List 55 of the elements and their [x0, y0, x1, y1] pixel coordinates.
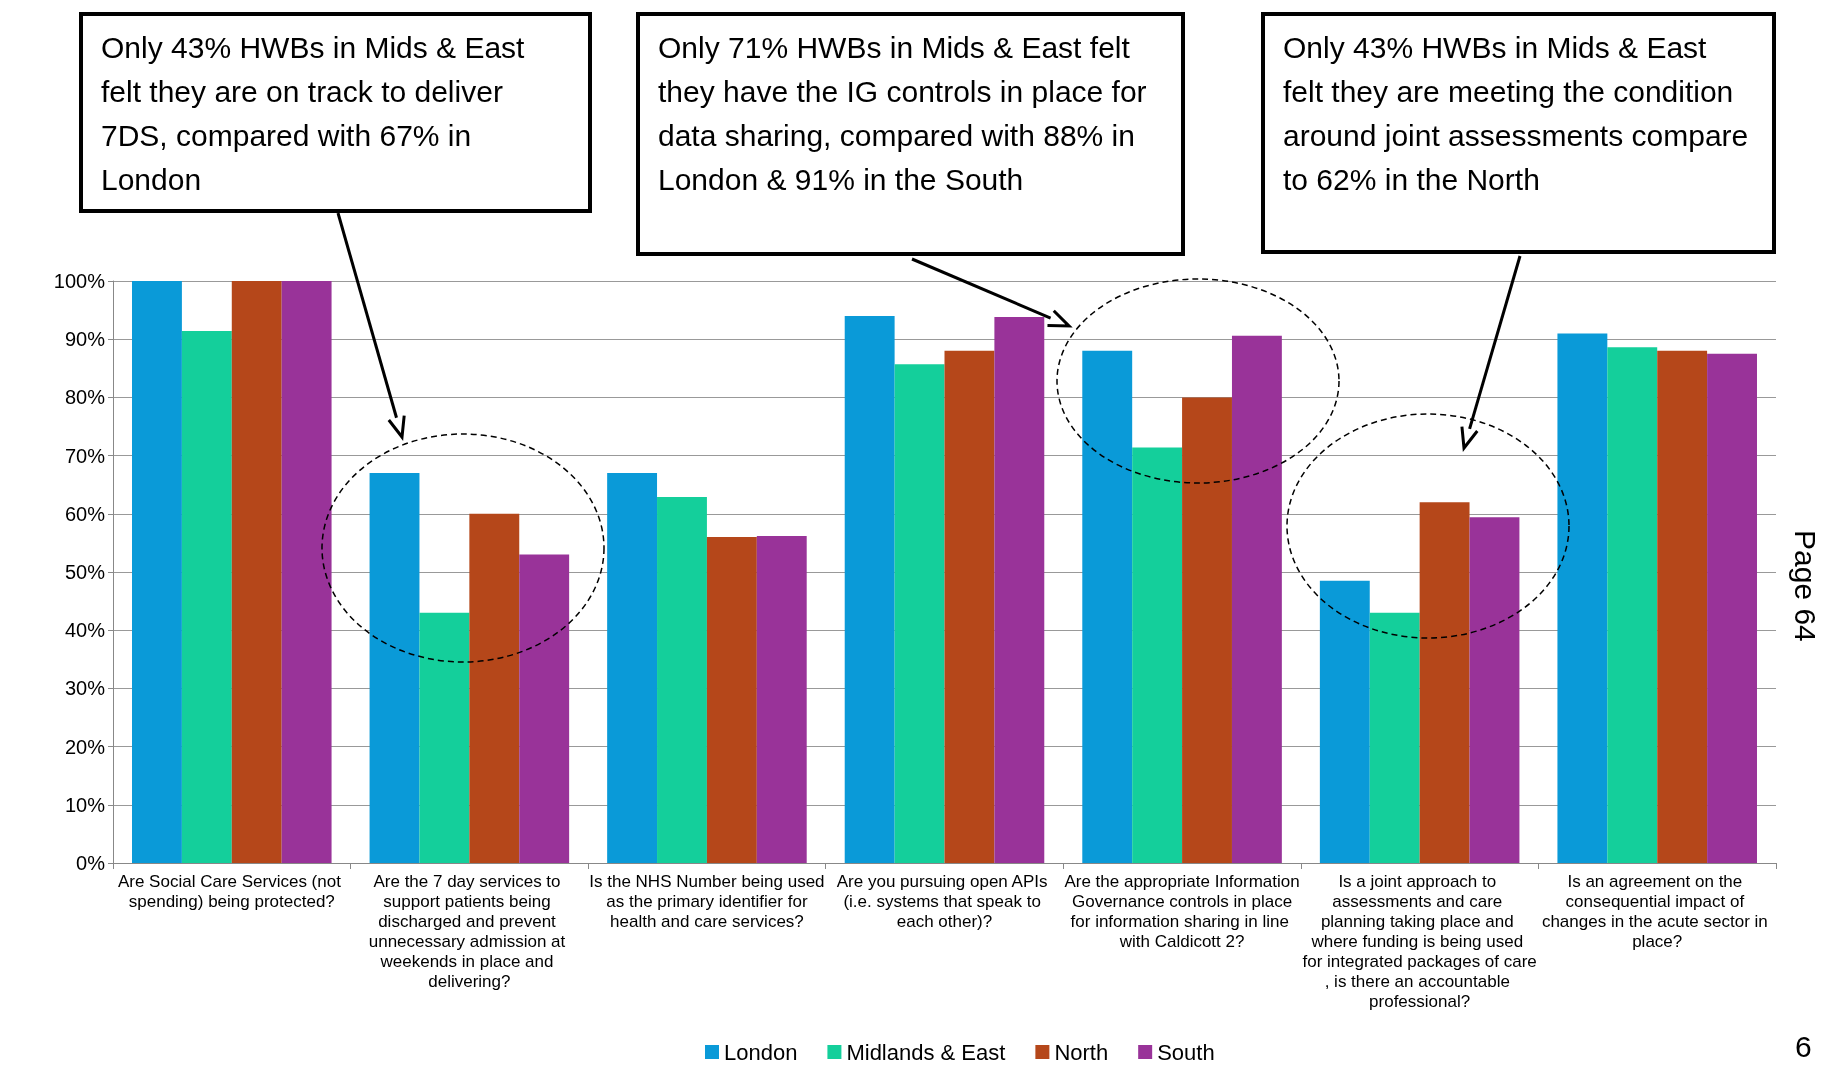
y-tick-label: 70%: [64, 444, 106, 467]
bar: [1657, 350, 1708, 863]
legend-label: London: [724, 1039, 798, 1065]
bar: [469, 513, 520, 863]
legend-label: Midlands & East: [846, 1039, 1006, 1065]
legend-label: South: [1157, 1039, 1215, 1065]
y-tick-label: 40%: [64, 619, 106, 642]
text: Only 71% HWBs in Mids & East felt they have the IG controls in place for data sharing, compared with 88% in London & 91% in the South: [636, 12, 1185, 256]
x-tick-label: Are the 7 day services to support patients being discharged and prevent unnecessary admission at weekends in place and delivering?: [368, 871, 570, 991]
bar: [1319, 580, 1370, 863]
bar: [1419, 502, 1470, 863]
bar: [1707, 353, 1757, 863]
bar: [1231, 335, 1282, 863]
text: Page 64: [1788, 530, 1822, 644]
y-tick-label: 90%: [64, 328, 106, 351]
text: 6: [1795, 1030, 1812, 1064]
x-tick-label: Are Social Care Services (not spending) being protected?: [117, 871, 346, 911]
y-tick-label: 30%: [64, 677, 106, 700]
x-tick-label: Are you pursuing open APIs (i.e. systems that speak to each other)?: [836, 871, 1053, 931]
bar: [181, 331, 232, 863]
bar: [519, 554, 570, 863]
bar: [369, 473, 420, 863]
bar: [1557, 333, 1608, 863]
bar: [132, 281, 182, 863]
y-tick-label: 0%: [76, 852, 106, 874]
bar: [1369, 612, 1420, 863]
legend-label: North: [1054, 1039, 1109, 1065]
bar: [1132, 447, 1183, 863]
bar: [231, 281, 282, 863]
bar: [706, 537, 757, 863]
x-tick-label: Is a joint approach to assessments and care planning taking place and where funding is being used for integrated packages of care, is there an accountable professional?: [1302, 871, 1537, 1011]
bar: [844, 315, 895, 863]
y-tick-label: 20%: [64, 735, 106, 758]
text: Only 43% HWBs in Mids & East felt they are on track to deliver 7DS, compared with 67% in London: [79, 12, 592, 213]
bar: [1082, 350, 1133, 863]
bar: [894, 364, 945, 863]
bar: [1182, 397, 1232, 863]
x-tick-label: Is an agreement on the consequential impact of changes in the acute sector in place?: [1541, 871, 1773, 951]
y-tick-label: 80%: [64, 386, 106, 409]
bar: [281, 281, 332, 863]
y-tick-label: 50%: [64, 561, 106, 583]
x-tick-label: Are the appropriate Information Governance controls in place for information sharing in line with Caldicott 2?: [1064, 871, 1300, 951]
y-tick-label: 100%: [53, 270, 106, 292]
bar: [419, 612, 470, 863]
y-tick-label: 10%: [64, 793, 106, 816]
y-tick-label: 60%: [64, 502, 106, 525]
bar: [1469, 517, 1520, 863]
bar: [607, 473, 658, 863]
bar: [944, 350, 995, 863]
x-tick-label: Is the NHS Number being used as the primary identifier for health and care services?: [589, 871, 825, 931]
bar: [756, 535, 807, 863]
text: Only 43% HWBs in Mids & East felt they are meeting the condition around joint assessments compare to 62% in the North: [1261, 12, 1776, 254]
bar: [994, 317, 1045, 863]
bar: [657, 496, 707, 863]
bar: [1607, 347, 1658, 863]
